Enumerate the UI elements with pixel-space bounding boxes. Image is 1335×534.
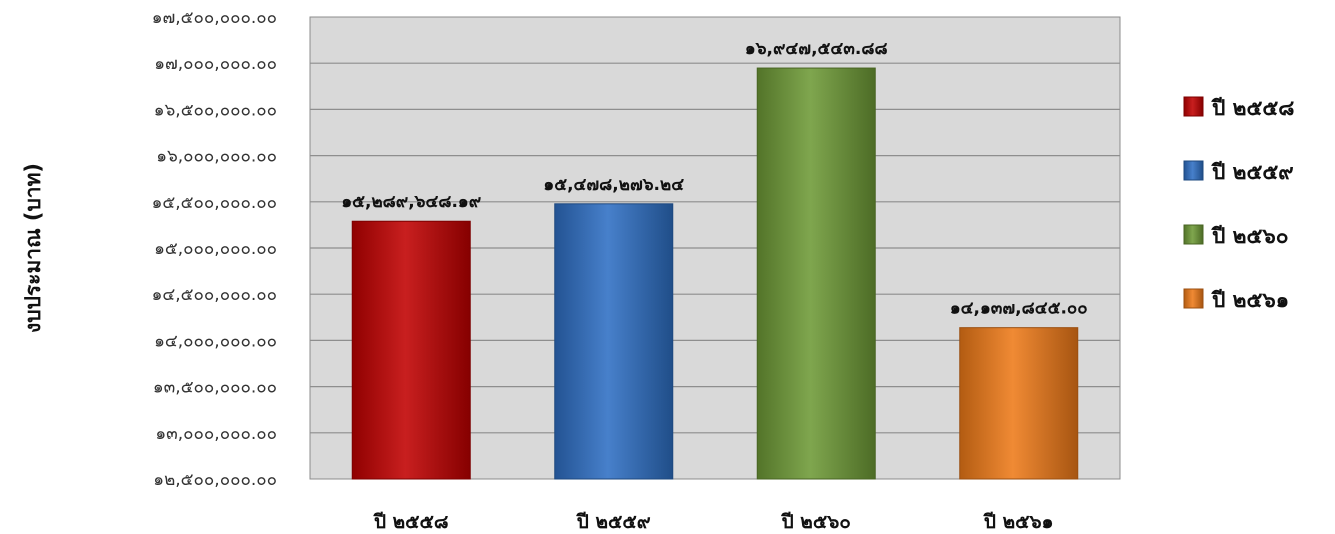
bar — [351, 220, 471, 480]
data-label: ๑๕,๒๘๙,๖๔๘.๑๙ — [341, 192, 481, 212]
legend-swatch — [1183, 160, 1204, 181]
legend-swatch — [1183, 224, 1204, 245]
legend-label: ปี ๒๕๕๘ — [1210, 96, 1294, 120]
y-tick-label: ๑๓,๐๐๐,๐๐๐.๐๐ — [155, 424, 277, 444]
y-tick-label: ๑๖,๕๐๐,๐๐๐.๐๐ — [154, 100, 277, 120]
x-tick-label: ปี ๒๕๖๑ — [983, 511, 1053, 533]
x-tick-label: ปี ๒๕๖๐ — [781, 511, 851, 533]
y-tick-label: ๑๒,๕๐๐,๐๐๐.๐๐ — [153, 470, 277, 490]
bars — [351, 67, 1079, 480]
y-tick-label: ๑๔,๕๐๐,๐๐๐.๐๐ — [152, 285, 277, 305]
y-tick-label: ๑๗,๐๐๐,๐๐๐.๐๐ — [154, 54, 277, 74]
x-tick-label: ปี ๒๕๕๘ — [373, 511, 448, 533]
bar — [959, 327, 1079, 480]
y-axis-ticks: ๑๒,๕๐๐,๐๐๐.๐๐ ๑๓,๐๐๐,๐๐๐.๐๐ ๑๓,๕๐๐,๐๐๐.๐๐ ๑… — [152, 8, 277, 490]
legend-label: ปี ๒๕๕๙ — [1210, 160, 1293, 184]
y-tick-label: ๑๖,๐๐๐,๐๐๐.๐๐ — [156, 147, 277, 167]
data-labels: ๑๕,๒๘๙,๖๔๘.๑๙ ๑๕,๔๗๘,๒๗๖.๒๔ ๑๖,๙๔๗,๕๔๓.๘๘๑… — [341, 39, 1087, 319]
y-tick-label: ๑๕,๐๐๐,๐๐๐.๐๐ — [154, 239, 277, 259]
bar — [756, 67, 876, 480]
x-axis-ticks: ปี ๒๕๕๘ ปี ๒๕๕๙ ปี ๒๕๖๐ ปี ๒๕๖๑ — [373, 511, 1053, 533]
y-tick-label: ๑๗,๕๐๐,๐๐๐.๐๐ — [152, 8, 277, 28]
x-tick-label: ปี ๒๕๕๙ — [576, 511, 651, 533]
y-tick-label: ๑๔,๐๐๐,๐๐๐.๐๐ — [154, 331, 277, 351]
data-label: ๑๕,๔๗๘,๒๗๖.๒๔ — [543, 175, 684, 195]
bar — [554, 203, 674, 480]
y-tick-label: ๑๓,๕๐๐,๐๐๐.๐๐ — [153, 378, 277, 398]
y-tick-label: ๑๕,๕๐๐,๐๐๐.๐๐ — [152, 193, 277, 213]
legend-swatch — [1183, 96, 1204, 117]
data-label: ๑๔,๑๓๗,๘๔๕.๐๐ — [950, 299, 1088, 319]
legend-label: ปี ๒๕๖๐ — [1210, 224, 1288, 248]
legend-label: ปี ๒๕๖๑ — [1210, 288, 1289, 312]
data-label: ๑๖,๙๔๗,๕๔๓.๘๘ — [745, 39, 888, 59]
legend-swatch — [1183, 288, 1204, 309]
y-axis-label: งบประมาณ (บาท) — [21, 163, 45, 333]
